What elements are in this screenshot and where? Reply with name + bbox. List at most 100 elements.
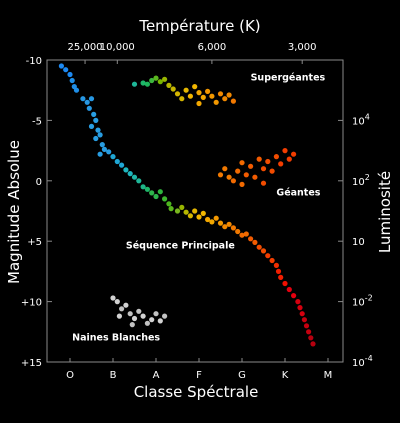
data-point xyxy=(183,87,189,93)
data-point xyxy=(252,239,258,245)
y2-tick-label: 104 xyxy=(352,112,370,127)
x-tick-label: F xyxy=(196,370,202,381)
data-point xyxy=(95,127,101,133)
top-tick-label: 10,000 xyxy=(100,42,135,53)
annotation-label: Naines Blanches xyxy=(72,332,160,343)
data-point xyxy=(196,90,202,96)
data-point xyxy=(144,81,150,87)
x-tick-label: K xyxy=(282,370,289,381)
data-point xyxy=(162,196,168,202)
series-supergiants xyxy=(131,75,236,107)
data-point xyxy=(230,178,236,184)
data-point xyxy=(166,201,172,207)
data-point xyxy=(282,280,288,287)
x-tick-label: A xyxy=(153,370,160,381)
data-point xyxy=(265,253,271,259)
data-point xyxy=(222,224,228,230)
data-point xyxy=(149,317,155,323)
data-point xyxy=(187,213,193,219)
data-point xyxy=(106,149,112,155)
data-points xyxy=(58,63,316,347)
data-point xyxy=(286,156,292,162)
data-point xyxy=(119,306,125,312)
data-point xyxy=(256,244,262,250)
y-tick-label: 0 xyxy=(36,177,42,188)
data-point xyxy=(157,189,163,195)
data-point xyxy=(230,98,236,104)
data-point xyxy=(265,158,271,165)
data-point xyxy=(260,166,267,172)
data-point xyxy=(226,174,232,180)
data-point xyxy=(58,63,64,69)
y2-tick-label: 102 xyxy=(352,173,370,188)
data-point xyxy=(217,91,224,97)
y2-axis-label: Luminosité xyxy=(376,171,394,253)
y-tick-label: +5 xyxy=(27,237,42,248)
data-point xyxy=(278,274,284,280)
data-point xyxy=(243,231,249,237)
data-point xyxy=(239,160,245,166)
data-point xyxy=(63,67,69,73)
data-point xyxy=(306,329,312,335)
data-point xyxy=(256,156,262,162)
annotation-label: Géantes xyxy=(276,187,320,198)
data-point xyxy=(269,168,275,174)
y-axis-label: Magnitude Absolue xyxy=(5,140,23,284)
data-point xyxy=(123,167,129,173)
data-point xyxy=(310,341,316,347)
y2-tick-label: 10-2 xyxy=(352,294,373,309)
data-point xyxy=(110,154,116,160)
data-point xyxy=(73,87,80,93)
data-point xyxy=(286,286,292,293)
data-point xyxy=(93,117,99,123)
data-point xyxy=(239,181,245,187)
data-point xyxy=(157,79,163,85)
y-tick-label: +15 xyxy=(21,358,42,369)
annotation-label: Séquence Principale xyxy=(126,240,235,251)
x-tick-label: G xyxy=(238,370,246,381)
data-point xyxy=(131,315,138,322)
x-tick-label: O xyxy=(66,370,74,381)
data-point xyxy=(149,77,155,84)
data-point xyxy=(260,248,267,254)
data-point xyxy=(235,168,241,174)
data-point xyxy=(136,178,142,184)
data-point xyxy=(127,171,133,177)
data-point xyxy=(301,317,307,323)
data-point xyxy=(162,76,168,82)
x-tick-label: M xyxy=(324,370,333,381)
data-point xyxy=(116,313,122,319)
data-point xyxy=(275,268,282,274)
series-giants xyxy=(217,148,297,187)
series-white-dwarfs xyxy=(110,295,168,328)
data-point xyxy=(273,154,279,160)
data-point xyxy=(93,135,99,142)
data-point xyxy=(69,77,75,84)
top-tick-label: 6,000 xyxy=(198,42,227,53)
data-point xyxy=(157,318,163,324)
data-point xyxy=(140,313,146,319)
data-point xyxy=(114,299,120,305)
data-point xyxy=(144,320,150,326)
data-point xyxy=(243,172,249,178)
data-point xyxy=(226,221,232,227)
data-point xyxy=(149,190,155,196)
data-point xyxy=(162,313,168,319)
data-point xyxy=(192,84,198,90)
data-point xyxy=(209,93,215,99)
data-point xyxy=(295,299,301,305)
data-point xyxy=(123,302,129,308)
data-point xyxy=(153,75,159,81)
data-point xyxy=(136,308,142,314)
data-point xyxy=(217,172,224,178)
data-point xyxy=(209,219,215,225)
data-point xyxy=(303,323,310,329)
data-point xyxy=(99,142,105,148)
y2-tick-label: 10 xyxy=(352,237,365,248)
data-point xyxy=(187,93,193,99)
data-point xyxy=(273,262,279,268)
data-point xyxy=(196,214,202,220)
data-point xyxy=(278,161,284,167)
data-point xyxy=(88,96,95,102)
